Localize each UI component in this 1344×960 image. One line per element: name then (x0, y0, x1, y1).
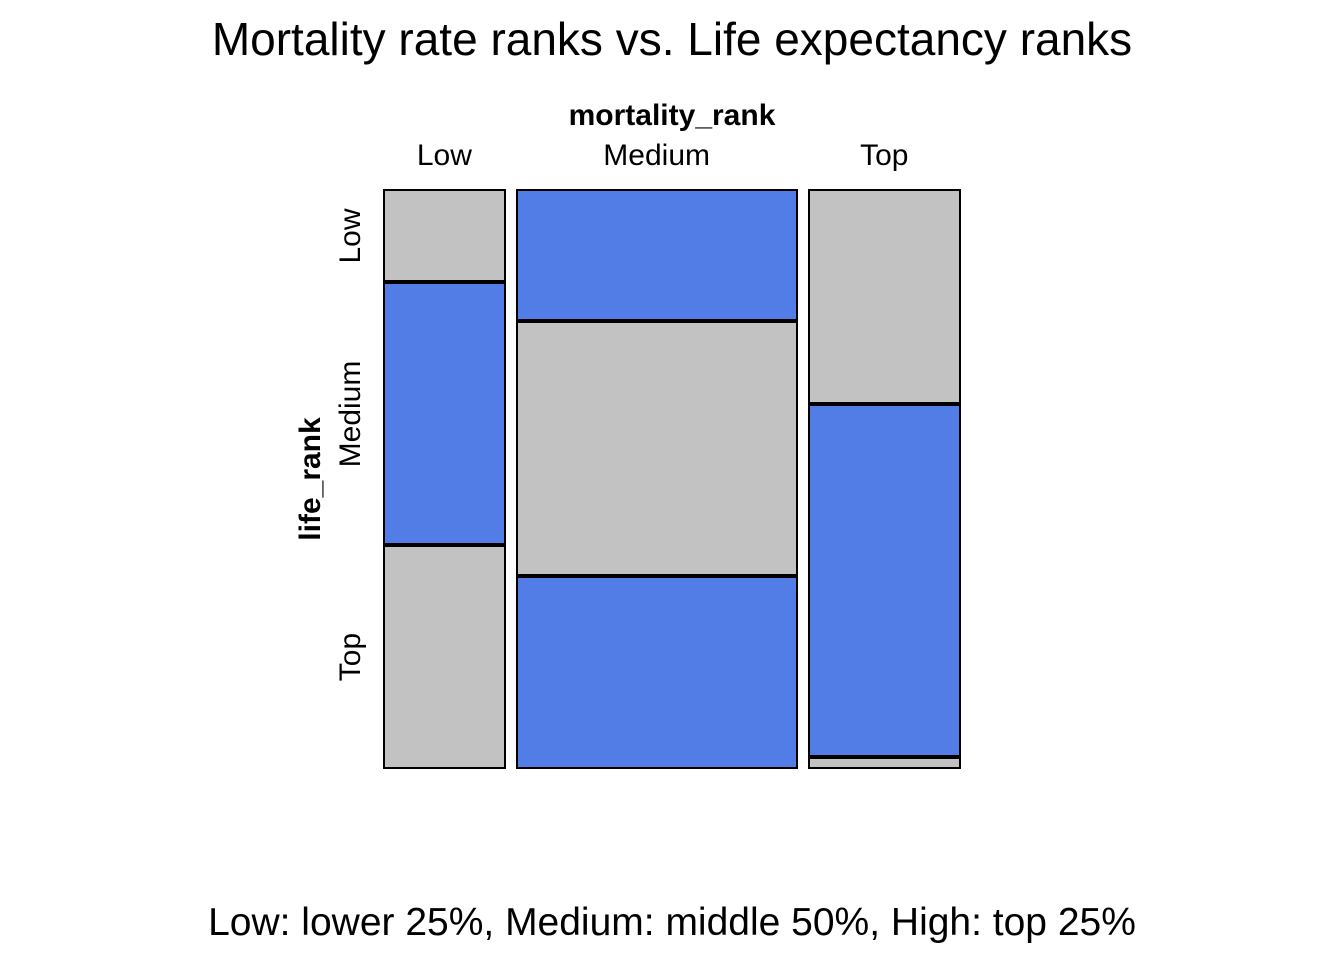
mosaic-cell-low-low (383, 189, 506, 283)
mosaic-cell-low-top (383, 545, 506, 769)
chart-caption: Low: lower 25%, Medium: middle 50%, High… (208, 901, 1136, 944)
mosaic-cell-top-medium (807, 404, 961, 757)
x-axis-title: mortality_rank (568, 99, 776, 132)
x-category-label-top: Top (860, 139, 909, 172)
mosaic-cell-medium-low (515, 189, 798, 322)
y-category-label-top: Top (334, 632, 367, 682)
x-category-label-medium: Medium (603, 139, 710, 172)
mosaic-cell-top-top (807, 756, 961, 769)
mosaic-cell-medium-medium (515, 321, 798, 576)
chart-title: Mortality rate ranks vs. Life expectancy… (211, 13, 1133, 65)
mosaic-cell-medium-top (515, 575, 798, 769)
y-category-label-medium: Medium (334, 360, 367, 468)
y-axis-title: life_rank (294, 417, 327, 541)
mosaic-plot-area: Low Low Medium Top Medium Top (334, 139, 961, 769)
x-category-label-low: Low (416, 139, 472, 172)
mosaic-cell-low-medium (383, 282, 506, 546)
y-category-label-low: Low (334, 208, 367, 264)
mosaic-cell-top-low (807, 189, 961, 405)
